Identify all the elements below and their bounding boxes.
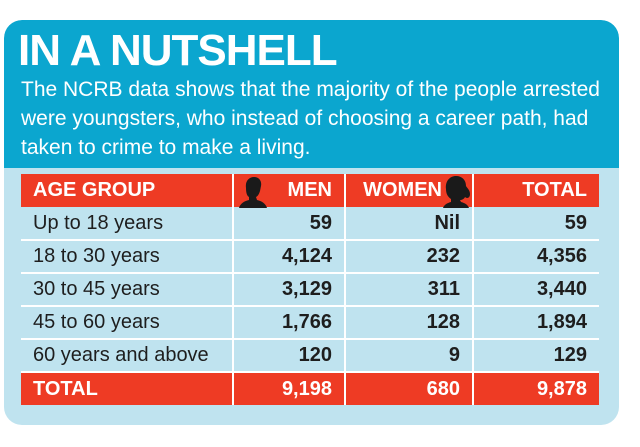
- arrests-by-age-table: AGE GROUP MEN WOMEN TOTAL Up to 18: [21, 174, 599, 405]
- total-cell: 59: [472, 207, 599, 241]
- title: IN A NUTSHELL: [18, 26, 338, 75]
- table-row: 45 to 60 years 1,766 128 1,894: [21, 306, 599, 340]
- women-cell: 9: [344, 339, 473, 373]
- column-header-total: TOTAL: [472, 174, 599, 207]
- table-row: Up to 18 years 59 Nil 59: [21, 207, 599, 241]
- age-group-cell: 30 to 45 years: [21, 273, 233, 307]
- age-group-cell: 45 to 60 years: [21, 306, 233, 340]
- women-cell: 128: [344, 306, 473, 340]
- age-group-cell: 60 years and above: [21, 339, 233, 373]
- total-row: TOTAL 9,198 680 9,878: [21, 372, 599, 405]
- column-header-age-group: AGE GROUP: [21, 174, 233, 207]
- grand-total-cell: 9,878: [472, 372, 599, 405]
- total-cell: 3,440: [472, 273, 599, 307]
- total-row-label: TOTAL: [21, 372, 233, 405]
- header-panel: IN A NUTSHELL The NCRB data shows that t…: [4, 20, 619, 168]
- total-cell: 1,894: [472, 306, 599, 340]
- total-women-cell: 680: [344, 372, 473, 405]
- age-group-cell: 18 to 30 years: [21, 240, 233, 274]
- men-cell: 1,766: [232, 306, 345, 340]
- total-cell: 129: [472, 339, 599, 373]
- infographic-card: IN A NUTSHELL The NCRB data shows that t…: [4, 20, 619, 425]
- table-header-row: AGE GROUP MEN WOMEN TOTAL: [21, 174, 599, 208]
- women-cell: 232: [344, 240, 473, 274]
- column-header-men-label: MEN: [287, 179, 332, 201]
- women-cell: Nil: [344, 207, 473, 241]
- summary-text: The NCRB data shows that the majority of…: [21, 78, 600, 159]
- men-cell: 120: [232, 339, 345, 373]
- men-cell: 4,124: [232, 240, 345, 274]
- table-row: 30 to 45 years 3,129 311 3,440: [21, 273, 599, 307]
- woman-silhouette-icon: [443, 176, 470, 208]
- age-group-cell: Up to 18 years: [21, 207, 233, 241]
- table-row: 60 years and above 120 9 129: [21, 339, 599, 373]
- total-cell: 4,356: [472, 240, 599, 274]
- men-cell: 3,129: [232, 273, 345, 307]
- table-row: 18 to 30 years 4,124 232 4,356: [21, 240, 599, 274]
- men-cell: 59: [232, 207, 345, 241]
- column-header-women: WOMEN: [344, 174, 473, 208]
- column-header-men: MEN: [232, 174, 345, 208]
- women-cell: 311: [344, 273, 473, 307]
- column-header-women-label: WOMEN: [363, 179, 442, 201]
- man-silhouette-icon: [239, 177, 267, 208]
- total-men-cell: 9,198: [232, 372, 345, 405]
